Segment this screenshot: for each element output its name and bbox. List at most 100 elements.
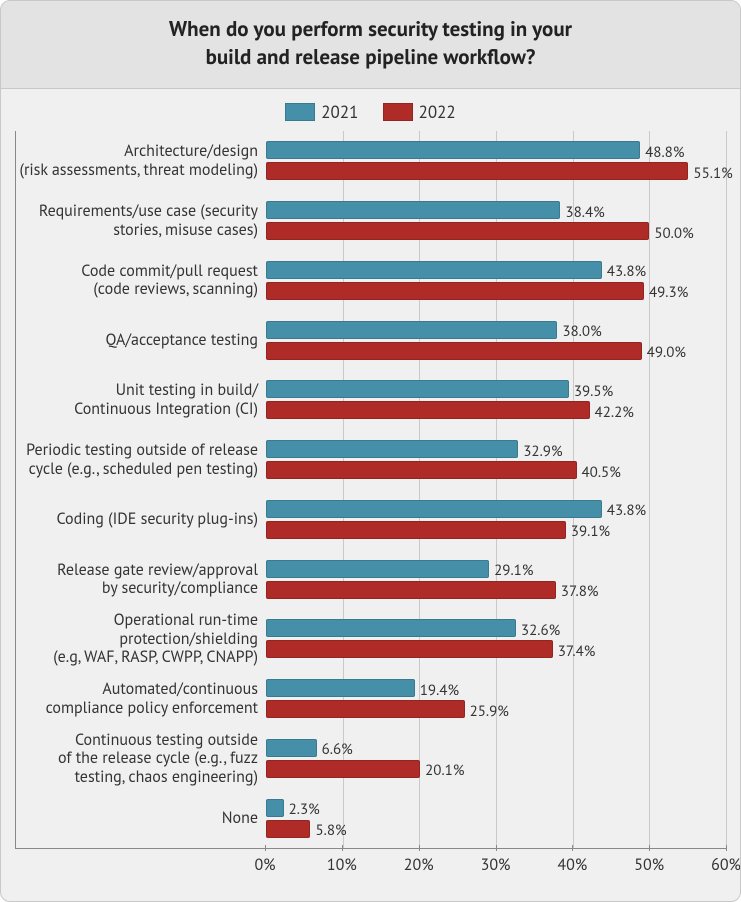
- bar-value-label: 49.3%: [649, 283, 688, 302]
- bar-value-label: 42.2%: [595, 403, 634, 422]
- bar-2021: [266, 619, 516, 637]
- bar-value-label: 32.6%: [521, 621, 560, 640]
- xtick-label: 60%: [711, 855, 741, 875]
- bar-value-label: 5.8%: [315, 821, 346, 840]
- bar-value-label: 43.8%: [607, 501, 646, 520]
- bar-2021: [266, 560, 489, 578]
- xtick-label: 40%: [557, 855, 587, 875]
- category-label: Release gate review/approvalby security/…: [16, 549, 266, 609]
- bar-2022: [266, 581, 556, 599]
- bar-value-label: 19.4%: [420, 681, 459, 700]
- category-label: Requirements/use case (securitystories, …: [16, 191, 266, 251]
- legend-item-2021: 2021: [285, 101, 358, 123]
- category-label: Coding (IDE security plug-ins): [16, 490, 266, 550]
- bar-value-label: 2.3%: [289, 800, 320, 819]
- plot-area: Architecture/design(risk assessments, th…: [15, 131, 726, 883]
- x-axis: 0%10%20%30%40%50%60%: [15, 849, 726, 883]
- category-label: Periodic testing outside of releasecycle…: [16, 430, 266, 490]
- category-label: Code commit/pull request(code reviews, s…: [16, 251, 266, 311]
- bar-2021: [266, 799, 284, 817]
- bar-value-label: 38.0%: [562, 322, 601, 341]
- bar-value-label: 40.5%: [582, 463, 621, 482]
- bar-2022: [266, 162, 688, 180]
- bar-row: 19.4% 25.9%: [266, 669, 726, 729]
- bar-row: 38.0% 49.0%: [266, 310, 726, 370]
- chart-container: When do you perform security testing in …: [0, 0, 741, 902]
- bar-value-label: 37.4%: [558, 642, 596, 661]
- bar-2021: [266, 679, 415, 697]
- bar-2022: [266, 640, 553, 658]
- bar-value-label: 43.8%: [607, 262, 646, 281]
- gridline: [726, 131, 727, 848]
- bar-row: 2.3% 5.8%: [266, 788, 726, 848]
- bar-row: 43.8% 39.1%: [266, 490, 726, 550]
- xtick-mark: [265, 845, 266, 851]
- category-label: None: [16, 788, 266, 848]
- category-labels: Architecture/design(risk assessments, th…: [16, 131, 266, 848]
- xtick-mark: [572, 845, 573, 851]
- bar-row: 39.5% 42.2%: [266, 370, 726, 430]
- xtick-label: 30%: [481, 855, 511, 875]
- bar-value-label: 55.1%: [693, 164, 732, 183]
- bar-2021: [266, 321, 557, 339]
- xtick-mark: [342, 845, 343, 851]
- bar-2022: [266, 282, 644, 300]
- category-label: Operational run-timeprotection/shielding…: [16, 609, 266, 669]
- bar-2022: [266, 222, 649, 240]
- legend-swatch-2021: [285, 103, 315, 121]
- bar-value-label: 25.9%: [470, 702, 509, 721]
- bar-row: 38.4% 50.0%: [266, 191, 726, 251]
- bar-value-label: 48.8%: [645, 143, 684, 162]
- legend-label-2022: 2022: [419, 101, 456, 123]
- category-label: Automated/continuouscompliance policy en…: [16, 669, 266, 729]
- bar-2021: [266, 201, 560, 219]
- bar-value-label: 20.1%: [425, 761, 464, 780]
- legend-swatch-2022: [383, 103, 413, 121]
- xtick-label: 0%: [254, 855, 275, 875]
- bars-area: 48.8%55.1%38.4%50.0%43.8%49.3%38.0%49.0%…: [266, 131, 726, 848]
- bar-value-label: 39.5%: [574, 382, 613, 401]
- xtick-mark: [649, 845, 650, 851]
- legend: 2021 2022: [1, 89, 740, 130]
- bar-2022: [266, 820, 310, 838]
- bar-value-label: 29.1%: [494, 561, 533, 580]
- bar-row: 32.6% 37.4%: [266, 609, 726, 669]
- bar-value-label: 6.6%: [322, 740, 353, 759]
- xtick-label: 10%: [327, 855, 357, 875]
- bar-2022: [266, 700, 465, 718]
- bar-row: 48.8%55.1%: [266, 131, 726, 191]
- bar-value-label: 32.9%: [523, 442, 562, 461]
- bar-value-label: 38.4%: [565, 203, 604, 222]
- bar-2021: [266, 380, 569, 398]
- category-label: Continuous testing outsideof the release…: [16, 729, 266, 789]
- bar-2021: [266, 261, 602, 279]
- plot-inner: Architecture/design(risk assessments, th…: [15, 131, 726, 849]
- bar-2022: [266, 521, 566, 539]
- xtick-label: 20%: [404, 855, 434, 875]
- bar-value-label: 50.0%: [654, 224, 693, 243]
- bar-row: 32.9% 40.5%: [266, 430, 726, 490]
- xtick-label: 50%: [634, 855, 664, 875]
- xtick-mark: [726, 845, 727, 851]
- bar-2022: [266, 461, 577, 479]
- bar-2021: [266, 440, 518, 458]
- bar-value-label: 39.1%: [571, 522, 610, 541]
- bar-2021: [266, 739, 317, 757]
- bar-2022: [266, 401, 590, 419]
- bar-2022: [266, 760, 420, 778]
- chart-title: When do you perform security testing in …: [1, 1, 740, 89]
- bar-2021: [266, 141, 640, 159]
- bar-value-label: 37.8%: [561, 582, 599, 601]
- legend-item-2022: 2022: [383, 101, 456, 123]
- bar-value-label: 49.0%: [647, 343, 686, 362]
- legend-label-2021: 2021: [321, 101, 358, 123]
- bar-2021: [266, 500, 602, 518]
- category-label: Architecture/design(risk assessments, th…: [16, 131, 266, 191]
- xtick-mark: [496, 845, 497, 851]
- chart-title-text: When do you perform security testing in …: [169, 15, 572, 70]
- xtick-mark: [419, 845, 420, 851]
- bar-2022: [266, 342, 642, 360]
- bar-row: 6.6% 20.1%: [266, 729, 726, 789]
- category-label: QA/acceptance testing: [16, 310, 266, 370]
- bar-row: 29.1% 37.8%: [266, 549, 726, 609]
